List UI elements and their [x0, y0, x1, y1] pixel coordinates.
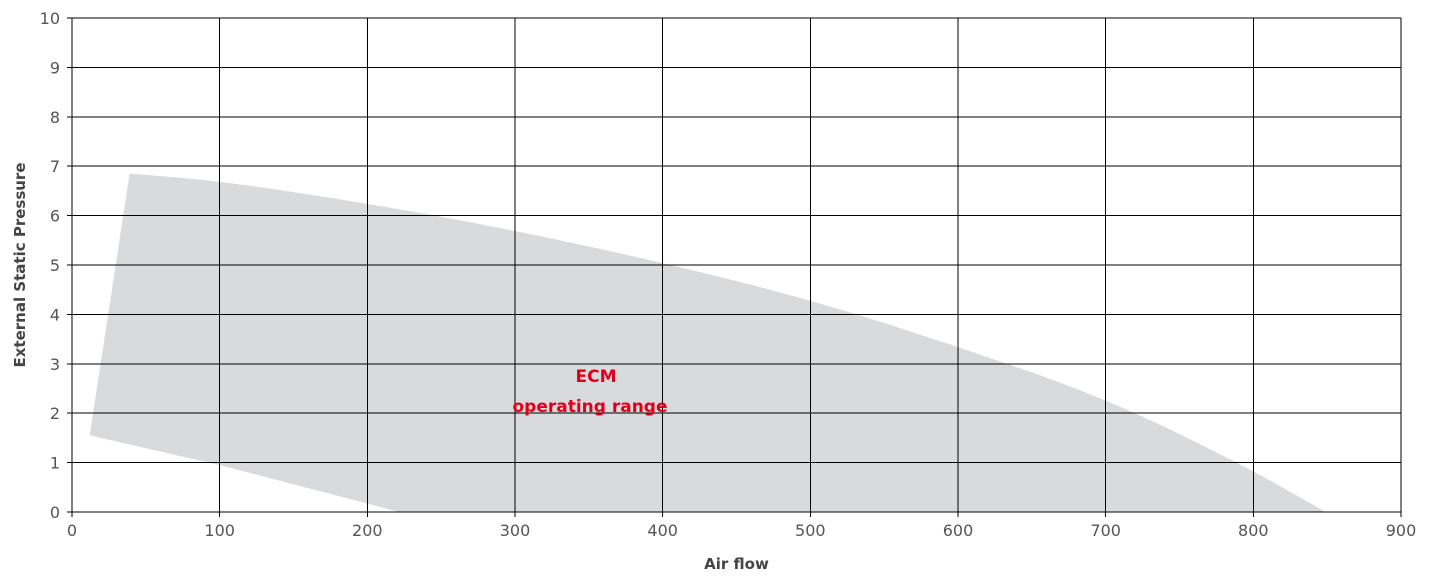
x-tick-label-900: 900 — [1386, 521, 1417, 540]
x-tick-label-0: 0 — [67, 521, 77, 540]
y-tick-labels: 0 1 2 3 4 5 6 7 8 9 10 — [40, 9, 60, 522]
y-tick-label-3: 3 — [50, 355, 60, 374]
y-tick-label-7: 7 — [50, 157, 60, 176]
y-tick-label-9: 9 — [50, 58, 60, 77]
x-tick-label-600: 600 — [943, 521, 974, 540]
x-tick-label-700: 700 — [1090, 521, 1121, 540]
y-tick-label-0: 0 — [50, 503, 60, 522]
x-tick-label-400: 400 — [647, 521, 678, 540]
x-tick-label-500: 500 — [795, 521, 826, 540]
x-tick-label-100: 100 — [204, 521, 235, 540]
y-tick-label-2: 2 — [50, 404, 60, 423]
x-tick-label-800: 800 — [1238, 521, 1269, 540]
x-tick-label-200: 200 — [352, 521, 383, 540]
y-tick-label-6: 6 — [50, 207, 60, 226]
y-tick-label-5: 5 — [50, 256, 60, 275]
y-tick-label-4: 4 — [50, 305, 60, 324]
region-annotation-line-1: ECM — [575, 367, 616, 387]
y-tick-label-10: 10 — [40, 9, 60, 28]
y-tick-label-8: 8 — [50, 108, 60, 127]
operating-region-layer — [89, 173, 1326, 512]
operating-region-0 — [89, 173, 1326, 512]
x-tick-labels: 0 100 200 300 400 500 600 700 800 900 — [67, 521, 1416, 540]
x-axis-title: Air flow — [704, 555, 769, 573]
x-tick-label-300: 300 — [500, 521, 531, 540]
y-axis-title: External Static Pressure — [11, 162, 29, 367]
y-tick-label-1: 1 — [50, 454, 60, 473]
grid-layer — [67, 17, 1402, 517]
region-annotation-line-2: operating range — [512, 397, 667, 417]
